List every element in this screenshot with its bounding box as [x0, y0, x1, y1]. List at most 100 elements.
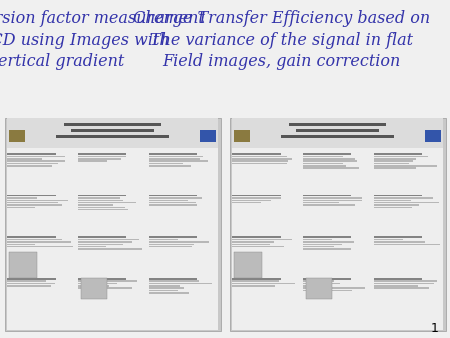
Bar [77, 287, 132, 289]
Bar [148, 283, 212, 284]
Bar [302, 158, 355, 160]
Bar [148, 285, 180, 287]
Bar [302, 153, 351, 155]
Bar [234, 252, 262, 278]
Bar [302, 239, 332, 240]
Bar [77, 197, 120, 199]
Bar [7, 156, 65, 157]
Bar [148, 287, 184, 289]
Bar [7, 277, 56, 280]
Bar [77, 236, 126, 238]
Bar [148, 163, 183, 164]
Bar [148, 200, 189, 201]
Bar [148, 241, 209, 243]
Bar [374, 197, 433, 199]
Bar [148, 246, 192, 247]
Bar [232, 156, 288, 157]
Bar [302, 200, 362, 201]
Bar [7, 246, 73, 247]
Bar [7, 243, 35, 245]
Bar [7, 120, 218, 330]
Bar [302, 156, 343, 157]
Bar [77, 241, 131, 243]
Bar [302, 290, 352, 291]
Text: Charge Transfer Efficiency based on
The variance of the signal in flat
Field ima: Charge Transfer Efficiency based on The … [133, 10, 430, 70]
Bar [148, 239, 178, 240]
Bar [200, 130, 216, 142]
Bar [232, 239, 292, 240]
Bar [232, 246, 284, 247]
Bar [232, 163, 287, 164]
Bar [77, 283, 117, 284]
Bar [4, 118, 220, 331]
Bar [374, 167, 416, 169]
Bar [232, 158, 292, 160]
Bar [7, 153, 56, 155]
Bar [232, 281, 279, 282]
Bar [77, 204, 113, 206]
Bar [374, 285, 418, 287]
Bar [7, 200, 68, 201]
Bar [77, 277, 126, 280]
Bar [7, 161, 64, 162]
Bar [7, 118, 218, 148]
Bar [232, 277, 281, 280]
Bar [77, 207, 125, 208]
Bar [77, 194, 126, 196]
Bar [7, 197, 37, 199]
Bar [77, 285, 109, 287]
Bar [7, 165, 52, 167]
Bar [302, 287, 365, 289]
Bar [148, 161, 208, 162]
Bar [374, 204, 419, 206]
Bar [77, 202, 135, 203]
Bar [148, 243, 194, 245]
Bar [374, 194, 423, 196]
Bar [234, 130, 250, 142]
Bar [302, 283, 340, 284]
Bar [7, 241, 71, 243]
Bar [148, 158, 200, 160]
Bar [232, 202, 261, 203]
Bar [374, 165, 437, 167]
Bar [148, 292, 189, 294]
Bar [374, 156, 428, 157]
Bar [77, 246, 106, 247]
Bar [232, 161, 288, 162]
Bar [77, 158, 121, 160]
Bar [302, 285, 331, 287]
Bar [302, 202, 339, 203]
Bar [56, 135, 169, 138]
Bar [374, 163, 409, 164]
Bar [302, 204, 355, 206]
Bar [232, 197, 281, 199]
Bar [374, 153, 423, 155]
Bar [232, 194, 281, 196]
Bar [148, 165, 191, 167]
Bar [7, 236, 56, 238]
Bar [374, 277, 423, 280]
Bar [232, 118, 443, 148]
Bar [7, 204, 62, 206]
Bar [302, 243, 342, 245]
Bar [72, 129, 153, 132]
Bar [232, 153, 281, 155]
Bar [232, 200, 271, 201]
Bar [232, 120, 443, 330]
Bar [289, 123, 386, 126]
Bar [374, 283, 433, 284]
Bar [302, 197, 362, 199]
Bar [148, 236, 197, 238]
Bar [7, 285, 51, 287]
Bar [77, 153, 126, 155]
Bar [232, 243, 270, 245]
Bar [148, 281, 199, 282]
Bar [77, 200, 123, 201]
Bar [232, 241, 274, 243]
Bar [148, 156, 202, 157]
Bar [148, 202, 196, 203]
Bar [374, 243, 440, 245]
Bar [7, 239, 63, 240]
Bar [77, 161, 107, 162]
Bar [374, 207, 412, 208]
